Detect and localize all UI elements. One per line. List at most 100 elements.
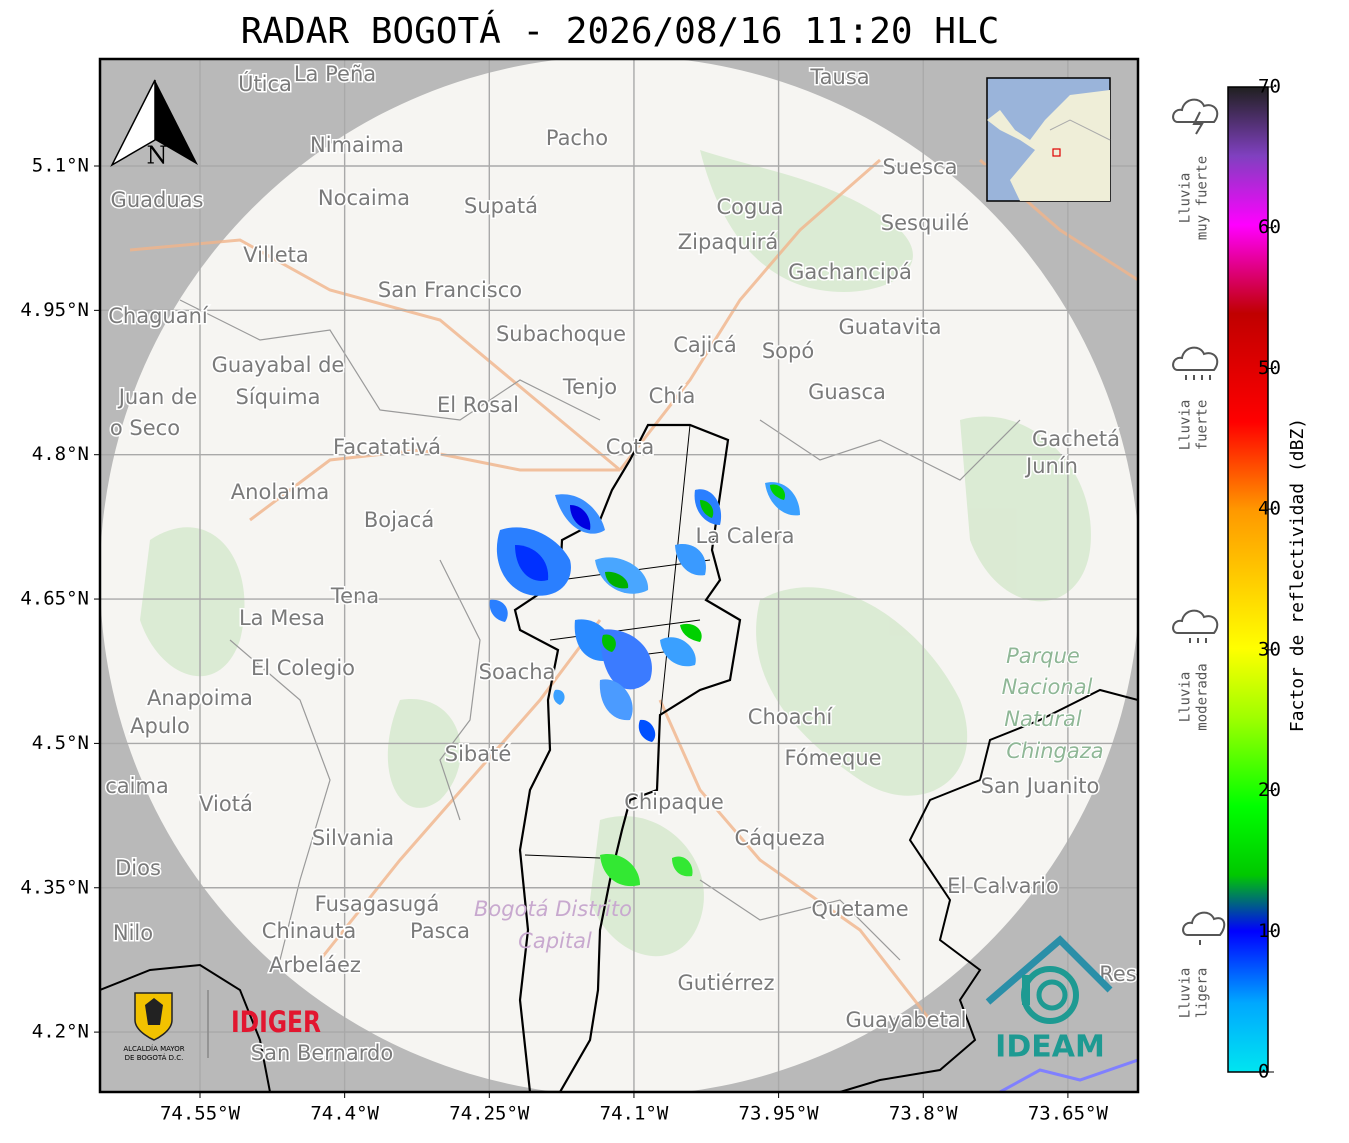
river bbox=[999, 1058, 1138, 1092]
rain-category: ligera bbox=[1195, 968, 1211, 1019]
place-label: Fómeque bbox=[784, 746, 881, 770]
place-label: Guayabal de bbox=[212, 353, 345, 377]
grid bbox=[100, 59, 1138, 1092]
north-label: N bbox=[147, 142, 168, 170]
place-label: El Calvario bbox=[947, 874, 1059, 898]
place-label: Choachí bbox=[748, 705, 834, 729]
place-label: Junín bbox=[1024, 454, 1078, 478]
park-label: Natural bbox=[1004, 707, 1082, 731]
x-tick-label: 74.1°W bbox=[600, 1103, 669, 1125]
place-label: Cota bbox=[606, 435, 655, 459]
x-tick-label: 74.25°W bbox=[449, 1103, 530, 1125]
inset-map bbox=[986, 77, 1111, 202]
alcaldia-logo: ALCALDÍA MAYOR DE BOGOTÁ D.C. bbox=[123, 990, 209, 1062]
alcaldia-text: DE BOGOTÁ D.C. bbox=[125, 1053, 184, 1062]
place-label: Supatá bbox=[464, 194, 538, 218]
rain-category: Lluvia bbox=[1178, 400, 1194, 451]
place-label: Tena bbox=[330, 584, 379, 608]
place-label: Nimaima bbox=[310, 133, 404, 157]
x-tick-label: 74.4°W bbox=[310, 1103, 379, 1125]
place-label: caima bbox=[105, 774, 169, 798]
place-label: Pacho bbox=[546, 126, 608, 150]
y-tick-label: 4.8°N bbox=[32, 443, 89, 465]
place-label: Chía bbox=[649, 384, 696, 408]
rain-category: muy fuerte bbox=[1195, 156, 1211, 240]
place-label: Apulo bbox=[130, 714, 190, 738]
place-label: Gutiérrez bbox=[678, 971, 775, 995]
y-tick-label: 4.65°N bbox=[20, 588, 89, 610]
place-label: Sibaté bbox=[445, 742, 512, 766]
place-label: Arbeláez bbox=[269, 953, 361, 977]
x-tick-label: 73.8°W bbox=[889, 1103, 958, 1125]
place-label: Pasca bbox=[410, 919, 470, 943]
place-label: Cogua bbox=[716, 195, 783, 219]
idiger-logo: IDIGER bbox=[231, 1005, 321, 1039]
place-label: Quetame bbox=[811, 897, 908, 921]
place-label: Anapoima bbox=[147, 686, 253, 710]
rain-category: moderada bbox=[1195, 663, 1211, 730]
x-tick-label: 73.65°W bbox=[1028, 1103, 1109, 1125]
ideam-logo: IDEAM bbox=[985, 935, 1113, 1065]
district-label: Bogotá Distrito bbox=[474, 897, 632, 921]
place-label: Silvania bbox=[312, 826, 394, 850]
place-label: Útica bbox=[238, 71, 292, 96]
place-label: Sopó bbox=[762, 339, 814, 363]
rain-category: Lluvia bbox=[1178, 968, 1194, 1019]
place-label: Síquima bbox=[236, 385, 321, 409]
map-frame bbox=[98, 57, 1140, 1094]
place-label: La Peña bbox=[294, 62, 376, 86]
place-label: El Colegio bbox=[251, 656, 355, 680]
municipal-borders bbox=[179, 299, 1021, 961]
place-label: Fusagasugá bbox=[315, 892, 440, 916]
place-label: Tausa bbox=[809, 65, 869, 89]
place-label: Juan de bbox=[117, 385, 198, 409]
department-border-sw bbox=[100, 963, 271, 1092]
y-tick-label: 4.95°N bbox=[20, 299, 89, 321]
map: Útica La Peña Tausa Pacho Nimaima Suesca Guadu… bbox=[100, 59, 1138, 1092]
place-label: o Seco bbox=[110, 416, 180, 440]
place-label: Guasca bbox=[808, 380, 886, 404]
place-label: Guaduas bbox=[111, 188, 204, 212]
rain-category: Lluvia bbox=[1178, 672, 1194, 723]
ideam-text: IDEAM bbox=[995, 1030, 1105, 1065]
title: RADAR BOGOTÁ - 2026/08/16 11:20 HLC bbox=[241, 10, 1000, 52]
place-label: San Bernardo bbox=[251, 1041, 393, 1065]
x-tick-label: 74.55°W bbox=[160, 1103, 241, 1125]
department-border bbox=[839, 688, 1138, 1092]
weather-icons bbox=[1172, 98, 1226, 945]
place-label: San Juanito bbox=[981, 774, 1100, 798]
place-label: Dios bbox=[115, 856, 161, 880]
colorbar-tick-label: 70 bbox=[1258, 76, 1281, 98]
roads bbox=[129, 158, 1138, 1021]
place-label: Bojacá bbox=[364, 508, 434, 532]
place-label: Nocaima bbox=[318, 186, 410, 210]
colorbar-tick-label: 0 bbox=[1258, 1061, 1269, 1083]
place-label: Chaguaní bbox=[108, 304, 209, 328]
colorbar-tick-label: 20 bbox=[1258, 779, 1281, 801]
place-label: Chipaque bbox=[624, 790, 724, 814]
place-label: Guatavita bbox=[839, 315, 942, 339]
place-label: Villeta bbox=[243, 243, 308, 267]
place-label: Chinauta bbox=[262, 919, 356, 943]
alcaldia-text: ALCALDÍA MAYOR bbox=[123, 1044, 184, 1053]
place-label: La Calera bbox=[695, 524, 794, 548]
rain-category: Lluvia bbox=[1178, 173, 1194, 224]
place-label: Facatativá bbox=[333, 435, 441, 459]
district-label: Capital bbox=[518, 929, 592, 953]
place-label: El Rosal bbox=[437, 393, 519, 417]
colorbar-label: Factor de reflectividad (dBZ) bbox=[1287, 418, 1308, 732]
colorbar-tick-label: 10 bbox=[1258, 920, 1281, 942]
place-label: Sesquilé bbox=[881, 211, 969, 235]
place-label: Guayabetal bbox=[846, 1008, 967, 1032]
place-label: Cajicá bbox=[673, 333, 737, 357]
park-label: Nacional bbox=[1002, 675, 1093, 699]
colorbar-tick-label: 30 bbox=[1258, 638, 1281, 660]
park-label: Parque bbox=[1006, 644, 1080, 668]
colorbar: Factor de reflectividad (dBZ) 0 10 20 30 40 5… bbox=[1172, 76, 1308, 1083]
place-label: San Francisco bbox=[378, 278, 522, 302]
place-label: Tenjo bbox=[562, 375, 617, 399]
y-tick-label: 4.35°N bbox=[20, 876, 89, 898]
